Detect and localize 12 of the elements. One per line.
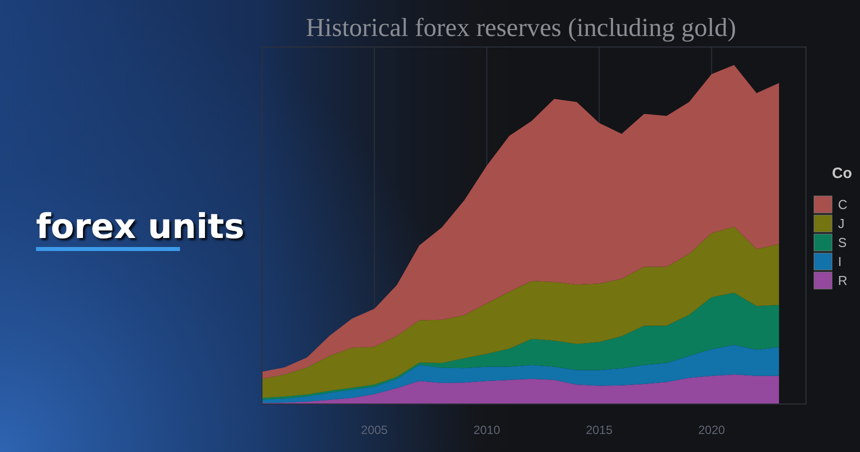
x-tick-label: 2010 (473, 423, 500, 437)
legend-label: J (838, 216, 844, 231)
chart-title: Historical forex reserves (including gold) (306, 13, 736, 42)
x-tick-label: 2015 (586, 423, 613, 437)
legend-label: I (838, 254, 842, 269)
legend-label: R (838, 273, 848, 288)
x-tick-label: 2005 (361, 423, 388, 437)
legend-title: Co (832, 165, 852, 182)
x-tick-label: 2020 (698, 423, 726, 437)
text: forex units (36, 207, 244, 247)
text: C (838, 197, 848, 212)
legend-label: S (838, 235, 847, 250)
